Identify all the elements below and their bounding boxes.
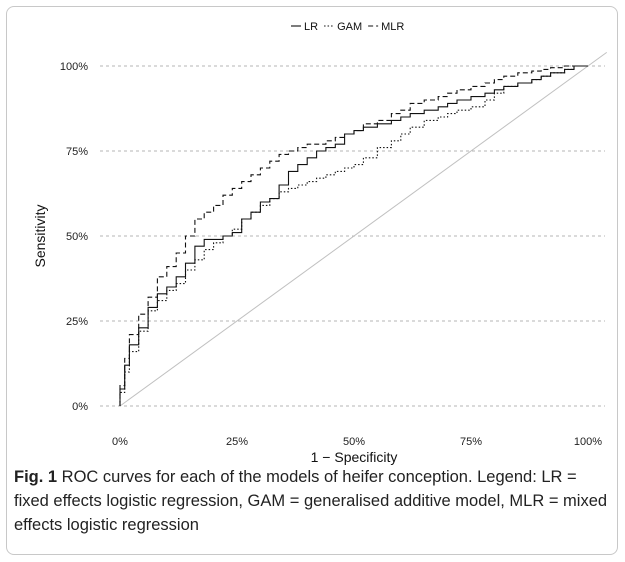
y-tick-label-2: 50% xyxy=(66,231,88,243)
x-axis-title: 1 − Specificity xyxy=(311,449,398,465)
series-lines xyxy=(119,65,588,406)
y-tick-label-4: 100% xyxy=(60,61,88,73)
y-tick-label-1: 25% xyxy=(66,316,88,328)
y-axis-title: Sensitivity xyxy=(32,204,48,267)
series-line-mlr xyxy=(119,65,588,406)
legend-label-lr: LR xyxy=(304,21,318,33)
reference-diagonal xyxy=(119,51,608,407)
tick-labels: 0% 25% 50% 75% 100% 0% 25% 50% 75% 100% xyxy=(60,61,602,448)
y-tick-label-3: 75% xyxy=(66,146,88,158)
gridlines xyxy=(100,65,605,407)
x-tick-label-2: 50% xyxy=(343,436,365,448)
x-tick-label-1: 25% xyxy=(226,436,248,448)
legend: LR GAM MLR xyxy=(291,21,404,33)
roc-chart: 0% 25% 50% 75% 100% 0% 25% 50% 75% 100% 1 − Speci… xyxy=(32,21,608,465)
legend-label-gam: GAM xyxy=(337,21,362,33)
caption-label: Fig. 1 xyxy=(14,468,58,486)
series-line-lr xyxy=(119,65,588,406)
legend-label-mlr: MLR xyxy=(381,21,404,33)
x-tick-label-3: 75% xyxy=(460,436,482,448)
x-tick-label-0: 0% xyxy=(112,436,128,448)
caption-text: ROC curves for each of the models of hei… xyxy=(14,468,608,534)
figure-frame xyxy=(6,6,618,555)
x-tick-label-4: 100% xyxy=(574,436,602,448)
reference-line xyxy=(119,51,608,407)
figure-caption: Fig. 1 ROC curves for each of the models… xyxy=(14,465,610,537)
y-tick-label-0: 0% xyxy=(72,401,88,413)
